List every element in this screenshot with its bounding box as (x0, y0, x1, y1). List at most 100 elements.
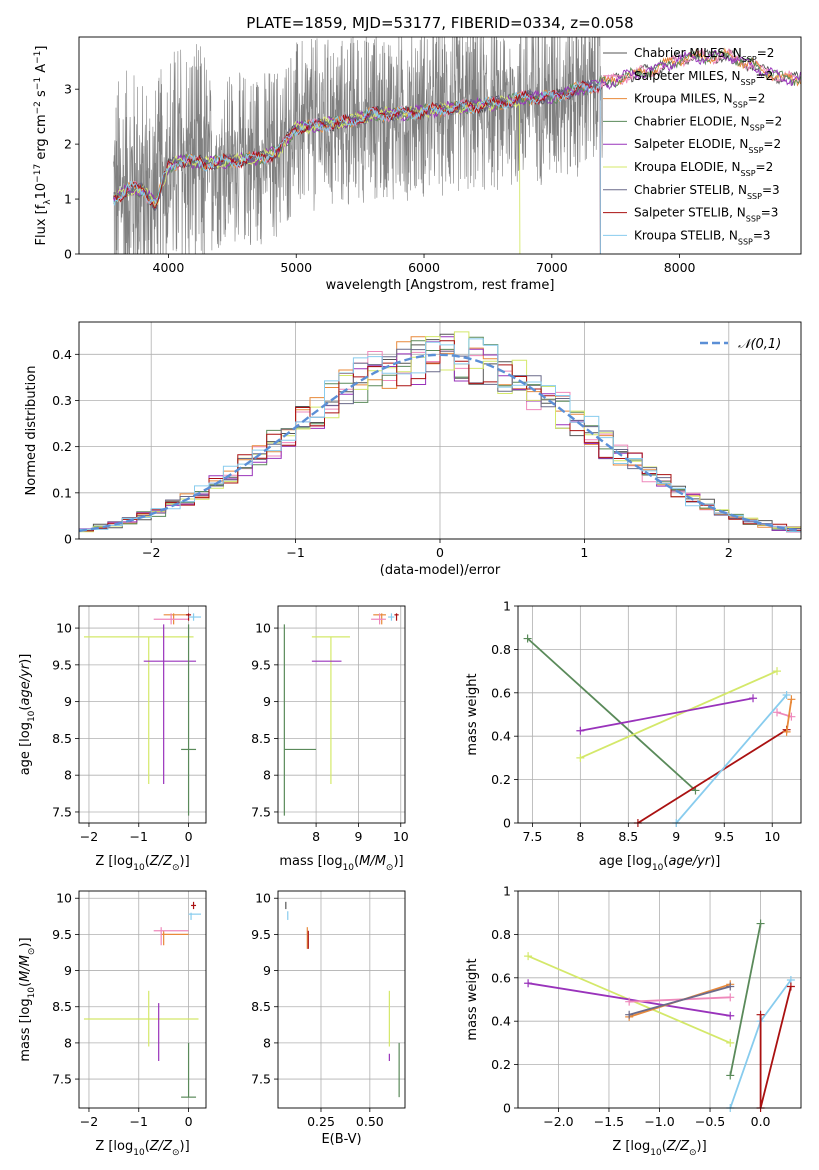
x-tick-label: −1.0 (644, 1114, 674, 1129)
weight-marker (773, 708, 782, 717)
label-part: −2 (33, 101, 43, 114)
legend-sub: SSP (741, 169, 756, 178)
y-tick-label: 7.5 (52, 804, 72, 819)
y-tick-label: 7.5 (52, 1072, 72, 1087)
y-tick-label: 9 (64, 963, 72, 978)
label-part: ( (662, 1139, 667, 1154)
y-tick-label: 1 (503, 599, 511, 614)
x-tick-label: 0 (185, 1114, 193, 1129)
weight-marker (576, 753, 585, 762)
y-tick-label: 0.2 (491, 772, 511, 787)
legend-tail: =2 (763, 137, 781, 151)
y-tick-label: 8.5 (251, 731, 271, 746)
x-tick-label: 8 (312, 829, 320, 844)
legend-tail: =2 (756, 69, 774, 83)
label-part: )] (18, 654, 33, 664)
y-tick-label: 0.4 (491, 729, 511, 744)
x-tick-label: 9 (354, 829, 362, 844)
age-vs-z-x-label: Z [log10(Z/Z⊙)] (95, 854, 189, 873)
y-tick-label: 9 (263, 694, 271, 709)
x-tick-label: −2 (80, 829, 98, 844)
x-tick-label: −1.5 (594, 1114, 624, 1129)
x-tick-label: 5000 (280, 260, 312, 275)
y-tick-label: 0.8 (491, 927, 511, 942)
label-part: Z/Z (149, 1139, 173, 1154)
y-tick-label: 1 (503, 884, 511, 899)
label-part: age/yr (18, 662, 33, 705)
x-tick-label: 0.0 (751, 1114, 771, 1129)
legend-text: Chabrier MILES, N (634, 46, 742, 60)
weight-line (785, 699, 793, 733)
label-part: −1 (33, 77, 43, 90)
legend-text: Salpeter MILES, N (634, 69, 741, 83)
x-tick-label: 8000 (664, 260, 696, 275)
legend-text: Kroupa ELODIE, N (634, 160, 741, 174)
weight-line (526, 637, 697, 792)
label-part: Z [log (95, 854, 133, 869)
label-part: Flux [f (34, 204, 49, 245)
legend-tail: =2 (765, 114, 783, 128)
x-tick-label: 9.5 (714, 829, 734, 844)
mass-vs-ebv-x-label: E(B-V) (321, 1132, 361, 1147)
legend-sub: SSP (742, 55, 757, 64)
label-part: age/yr (668, 854, 711, 869)
label-part: −17 (33, 164, 43, 183)
legend-label: Salpeter ELODIE, NSSP=2 (634, 137, 781, 155)
weight-marker (726, 993, 735, 1002)
y-tick-label: 8.5 (251, 999, 271, 1014)
y-tick-label: 9.5 (52, 657, 72, 672)
label-part: ( (145, 1139, 150, 1154)
weight-vs-age-y-label: mass weight (465, 673, 480, 755)
axes-age_vs_mass: 8 9 10 7.5 8 8.5 9 9.5 10 (251, 606, 409, 844)
x-tick-label: −2 (142, 545, 160, 560)
axes-residuals: −2 −1 0 1 2 0 0.1 0.2 0.3 0.4 (52, 322, 802, 560)
weight-marker (625, 997, 634, 1006)
spectrum-y-label: Flux [fλ10−17 erg cm−2 s−1 A−1] (33, 46, 53, 246)
weight-marker (726, 1011, 735, 1020)
label-part: )] (180, 854, 190, 869)
weight-marker (726, 1071, 735, 1080)
label-part: 10 (27, 987, 37, 999)
weight-line (629, 996, 731, 1003)
x-tick-label: −1 (130, 1114, 148, 1129)
spectrum-x-label: wavelength [Angstrom, rest frame] (326, 278, 555, 293)
label-part: ( (354, 854, 359, 869)
weight-marker (786, 982, 795, 991)
y-tick-label: 0.2 (491, 1057, 511, 1072)
weight-line (637, 728, 788, 823)
residuals-frame (78, 321, 802, 540)
legend-tail: =2 (748, 92, 766, 106)
label-part: ⊙ (27, 948, 37, 956)
label-part: Z [log (612, 1139, 650, 1154)
y-tick-label: 9.5 (251, 657, 271, 672)
mass-vs-z-y-label: mass [log10(M/M⊙)] (18, 937, 37, 1061)
x-tick-label: 2 (725, 545, 733, 560)
axes-weight_vs_age: 7.5 8 8.5 9 9.5 10 0 0.2 0.4 0.6 0.8 1 (491, 599, 801, 844)
legend-sub: SSP (741, 77, 756, 86)
legend-label: Salpeter MILES, NSSP=2 (634, 69, 773, 87)
legend-text: Chabrier ELODIE, N (634, 114, 750, 128)
y-tick-label: 0.8 (491, 642, 511, 657)
label-part: 10 (650, 1148, 662, 1158)
x-tick-label: 7000 (536, 260, 568, 275)
weight-marker (787, 695, 796, 704)
residuals-y-label: Normed distribution (24, 366, 39, 496)
label-part: ( (663, 854, 668, 869)
label-part: age [log (18, 722, 33, 775)
y-tick-label: 8 (263, 1035, 271, 1050)
y-tick-label: 10 (56, 891, 72, 906)
label-part: ⊙ (689, 1148, 697, 1158)
label-part: )] (18, 937, 33, 947)
x-tick-label: 4000 (153, 260, 185, 275)
label-part: M/M (359, 854, 386, 869)
x-tick-label: −2 (80, 1114, 98, 1129)
label-part: ⊙ (172, 863, 180, 873)
weight-marker (756, 919, 765, 928)
legend-label: Kroupa ELODIE, NSSP=2 (634, 160, 773, 178)
x-tick-label: 0 (185, 829, 193, 844)
y-tick-label: 0 (64, 247, 72, 262)
age_vs_Z-frame (78, 605, 207, 824)
label-part: )] (393, 854, 403, 869)
x-tick-label: 10 (764, 829, 780, 844)
